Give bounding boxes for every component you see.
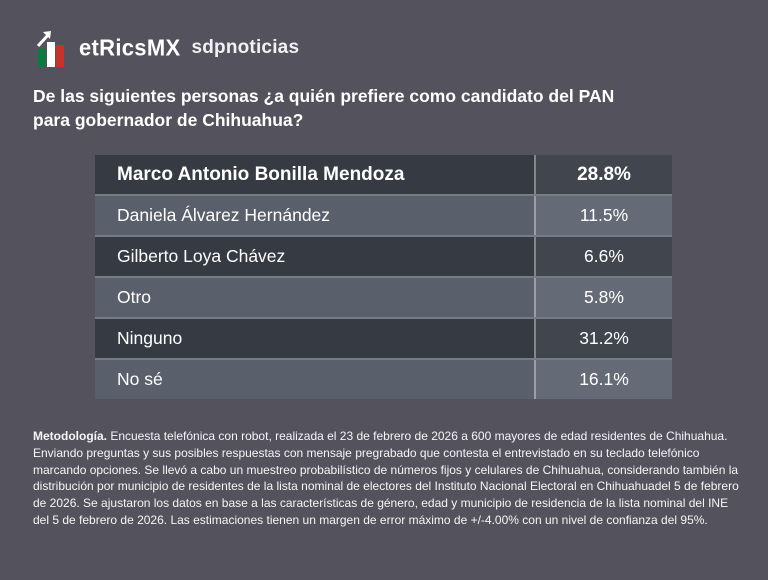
question-line-2: para gobernador de Chihuahua? xyxy=(33,110,304,130)
table-row: Ninguno 31.2% xyxy=(95,317,672,358)
methodology-body: Encuesta telefónica con robot, realizada… xyxy=(33,429,739,527)
candidate-name: Daniela Álvarez Hernández xyxy=(95,196,534,235)
candidate-name: Otro xyxy=(95,278,534,317)
candidate-percentage: 5.8% xyxy=(534,278,672,317)
question-title: De las siguientes personas ¿a quién pref… xyxy=(33,84,749,132)
table-row: Otro 5.8% xyxy=(95,276,672,317)
table-row: No sé 16.1% xyxy=(95,358,672,399)
table-row: Gilberto Loya Chávez 6.6% xyxy=(95,235,672,276)
candidate-name: Marco Antonio Bonilla Mendoza xyxy=(95,155,534,194)
metricsmx-bars-icon xyxy=(36,31,64,67)
candidate-name: Gilberto Loya Chávez xyxy=(95,237,534,276)
candidate-percentage: 31.2% xyxy=(534,319,672,358)
sdpnoticias-logo-text: sdpnoticias xyxy=(191,37,300,58)
methodology-label: Metodología. xyxy=(33,429,107,443)
table-row: Marco Antonio Bonilla Mendoza 28.8% xyxy=(95,155,672,194)
candidate-percentage: 11.5% xyxy=(534,196,672,235)
brand-header: etRicsMX sdpnoticias xyxy=(36,28,299,68)
methodology-text: Metodología. Encuesta telefónica con rob… xyxy=(33,428,741,529)
metricsmx-logo-text: etRicsMX xyxy=(79,34,181,61)
candidate-name: Ninguno xyxy=(95,319,534,358)
candidate-name: No sé xyxy=(95,360,534,399)
candidate-percentage: 6.6% xyxy=(534,237,672,276)
candidate-percentage: 16.1% xyxy=(534,360,672,399)
question-line-1: De las siguientes personas ¿a quién pref… xyxy=(33,86,615,106)
candidate-percentage: 28.8% xyxy=(534,155,672,194)
results-table: Marco Antonio Bonilla Mendoza 28.8% Dani… xyxy=(95,155,672,399)
table-row: Daniela Álvarez Hernández 11.5% xyxy=(95,194,672,235)
